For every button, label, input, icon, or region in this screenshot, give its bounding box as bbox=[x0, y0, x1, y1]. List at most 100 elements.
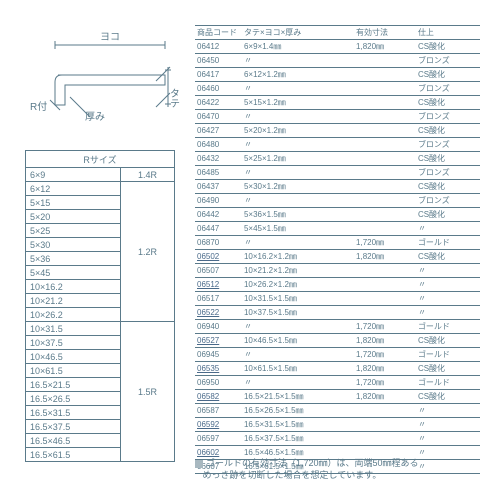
r-size-cell: 5×45 bbox=[26, 266, 121, 280]
cell: 〃 bbox=[416, 292, 480, 306]
table-row: 06870〃1,720㎜ゴールド bbox=[195, 236, 480, 250]
cell: 06522 bbox=[195, 306, 242, 320]
svg-text:ヨコ: ヨコ bbox=[100, 32, 120, 43]
cell: ゴールド bbox=[416, 320, 480, 334]
cell bbox=[354, 222, 416, 236]
cell: 10×46.5×1.5㎜ bbox=[242, 334, 354, 348]
table-row: 06470〃ブロンズ bbox=[195, 110, 480, 124]
cell: 16.5×31.5×1.5㎜ bbox=[242, 418, 354, 432]
table-row: 0653510×61.5×1.5㎜1,820㎜CS酸化 bbox=[195, 362, 480, 376]
cell: CS酸化 bbox=[416, 152, 480, 166]
r-size-cell: 10×21.2 bbox=[26, 294, 121, 308]
cell: 06470 bbox=[195, 110, 242, 124]
r-value-cell: 1.4R bbox=[121, 168, 175, 182]
r-size-cell: 10×16.2 bbox=[26, 280, 121, 294]
cell: 〃 bbox=[242, 166, 354, 180]
cell bbox=[354, 54, 416, 68]
r-size-cell: 5×30 bbox=[26, 238, 121, 252]
cell: CS酸化 bbox=[416, 68, 480, 82]
cell: 06592 bbox=[195, 418, 242, 432]
cell bbox=[354, 432, 416, 446]
cell: 5×25×1.2㎜ bbox=[242, 152, 354, 166]
cell: CS酸化 bbox=[416, 362, 480, 376]
cell: 1,720㎜ bbox=[354, 348, 416, 362]
r-size-cell: 10×31.5 bbox=[26, 322, 121, 336]
r-table-header: Rサイズ bbox=[26, 151, 175, 168]
table-row: 06945〃1,720㎜ゴールド bbox=[195, 348, 480, 362]
r-size-cell: 6×9 bbox=[26, 168, 121, 182]
square-icon bbox=[195, 460, 203, 468]
cell: ゴールド bbox=[416, 348, 480, 362]
cell: 〃 bbox=[242, 348, 354, 362]
table-row: 064475×45×1.5㎜〃 bbox=[195, 222, 480, 236]
cell: 〃 bbox=[242, 236, 354, 250]
table-row: 0658716.5×26.5×1.5㎜〃 bbox=[195, 404, 480, 418]
cell: 5×36×1.5㎜ bbox=[242, 208, 354, 222]
cell bbox=[354, 124, 416, 138]
table-row: 06950〃1,720㎜ゴールド bbox=[195, 376, 480, 390]
cell: 06432 bbox=[195, 152, 242, 166]
r-size-cell: 5×36 bbox=[26, 252, 121, 266]
cell: CS酸化 bbox=[416, 180, 480, 194]
r-size-cell: 10×26.2 bbox=[26, 308, 121, 322]
cell: 1,720㎜ bbox=[354, 376, 416, 390]
cell: 06422 bbox=[195, 96, 242, 110]
table-row: 0651710×31.5×1.5㎜〃 bbox=[195, 292, 480, 306]
r-size-cell: 10×37.5 bbox=[26, 336, 121, 350]
cell: CS酸化 bbox=[416, 250, 480, 264]
cell: 06512 bbox=[195, 278, 242, 292]
table-row: 0652710×46.5×1.5㎜1,820㎜CS酸化 bbox=[195, 334, 480, 348]
cell: 06447 bbox=[195, 222, 242, 236]
r-value-cell: 1.5R bbox=[121, 322, 175, 462]
cell: 06940 bbox=[195, 320, 242, 334]
cell: 〃 bbox=[242, 194, 354, 208]
cell: ブロンズ bbox=[416, 82, 480, 96]
cell bbox=[354, 152, 416, 166]
cell bbox=[354, 292, 416, 306]
cell: 〃 bbox=[416, 264, 480, 278]
r-size-cell: 16.5×37.5 bbox=[26, 420, 121, 434]
r-size-cell: 16.5×46.5 bbox=[26, 434, 121, 448]
cell: 16.5×37.5×1.5㎜ bbox=[242, 432, 354, 446]
cell: 10×61.5×1.5㎜ bbox=[242, 362, 354, 376]
table-row: 0658216.5×21.5×1.5㎜1,820㎜CS酸化 bbox=[195, 390, 480, 404]
cell: 1,820㎜ bbox=[354, 334, 416, 348]
cell: 06587 bbox=[195, 404, 242, 418]
cell: ゴールド bbox=[416, 376, 480, 390]
cell: ブロンズ bbox=[416, 138, 480, 152]
table-row: 06485〃ブロンズ bbox=[195, 166, 480, 180]
cell: 06412 bbox=[195, 40, 242, 54]
cell: 〃 bbox=[242, 110, 354, 124]
cell: 〃 bbox=[242, 138, 354, 152]
cell: 5×45×1.5㎜ bbox=[242, 222, 354, 236]
cell: 06502 bbox=[195, 250, 242, 264]
r-size-cell: 6×12 bbox=[26, 182, 121, 196]
cell bbox=[354, 208, 416, 222]
table-row: 064325×25×1.2㎜ CS酸化 bbox=[195, 152, 480, 166]
cell: ブロンズ bbox=[416, 54, 480, 68]
cell: 1,820㎜ bbox=[354, 40, 416, 54]
cell: ブロンズ bbox=[416, 166, 480, 180]
cell: 〃 bbox=[242, 376, 354, 390]
cell: 1,820㎜ bbox=[354, 250, 416, 264]
cell bbox=[354, 166, 416, 180]
cell: 06950 bbox=[195, 376, 242, 390]
cell bbox=[354, 404, 416, 418]
table-row: 064425×36×1.5㎜CS酸化 bbox=[195, 208, 480, 222]
cell bbox=[354, 110, 416, 124]
col-code: 商品コード bbox=[195, 26, 242, 40]
cell: 06480 bbox=[195, 138, 242, 152]
cell: 06870 bbox=[195, 236, 242, 250]
cell: 10×37.5×1.5㎜ bbox=[242, 306, 354, 320]
table-row: 064176×12×1.2㎜CS酸化 bbox=[195, 68, 480, 82]
table-row: 064225×15×1.2㎜CS酸化 bbox=[195, 96, 480, 110]
table-row: 064375×30×1.2㎜CS酸化 bbox=[195, 180, 480, 194]
r-size-cell: 5×25 bbox=[26, 224, 121, 238]
cell: 〃 bbox=[242, 54, 354, 68]
table-row: 0650210×16.2×1.2㎜1,820㎜CS酸化 bbox=[195, 250, 480, 264]
table-row: 06450〃ブロンズ bbox=[195, 54, 480, 68]
cell: 06460 bbox=[195, 82, 242, 96]
table-row: 06480〃 ブロンズ bbox=[195, 138, 480, 152]
cell: CS酸化 bbox=[416, 390, 480, 404]
cell: 〃 bbox=[416, 432, 480, 446]
